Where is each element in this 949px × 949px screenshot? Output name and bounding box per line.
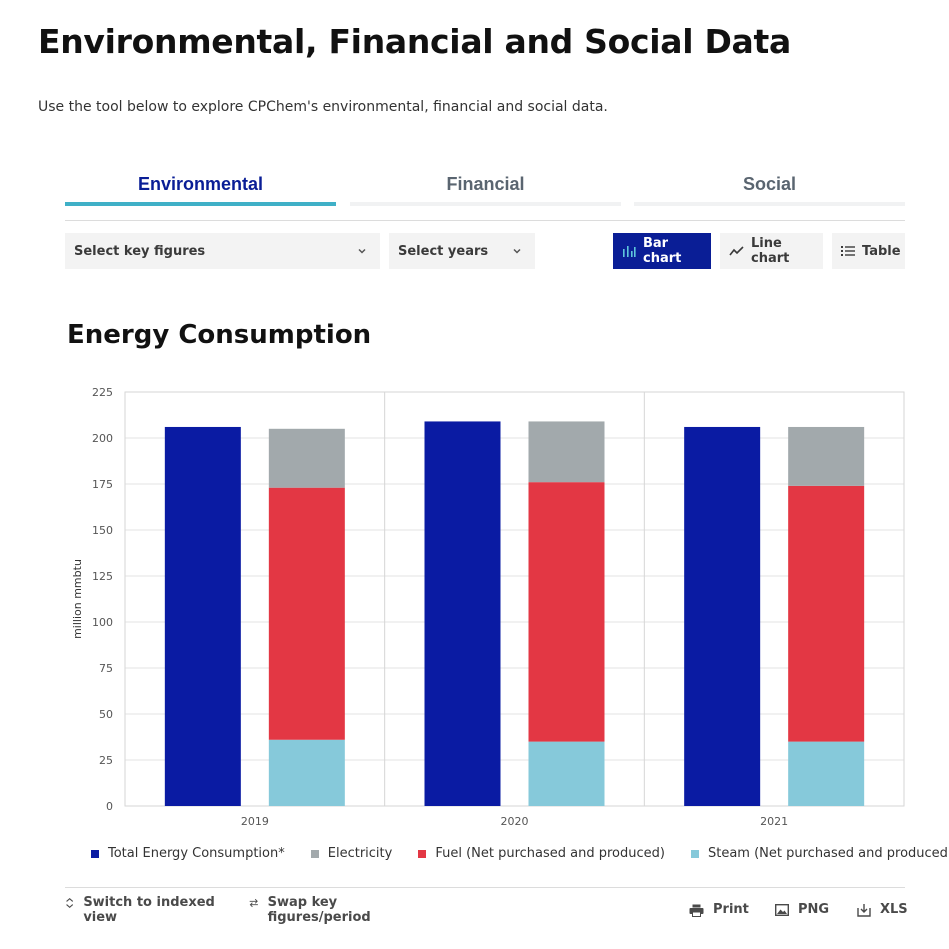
key-figures-select[interactable]: Select key figures [65,233,380,269]
page-title: Environmental, Financial and Social Data [38,22,791,61]
bar-electricity [788,426,865,486]
legend-swatch [418,849,427,858]
x-tick-label: 2019 [241,815,269,828]
tab-financial[interactable]: Financial [350,162,621,206]
png-label: PNG [798,902,830,917]
y-tick-label: 150 [92,524,113,537]
line-chart-button[interactable]: Line chart [720,233,823,269]
chevron-down-icon [358,248,366,254]
legend-label: Total Energy Consumption* [108,846,285,861]
legend-item-total[interactable]: Total Energy Consumption* [91,846,285,861]
bar-steam-net-purchased-and-produced [788,741,865,806]
y-tick-label: 25 [99,754,113,767]
x-tick-label: 2021 [760,815,788,828]
bar-total-energy-consumption [424,421,501,806]
legend-swatch [310,849,319,858]
chart-legend: Total Energy Consumption* Electricity Fu… [91,846,949,861]
x-tick-label: 2020 [501,815,529,828]
legend-swatch [91,849,99,858]
png-download-button[interactable]: PNG [775,902,829,917]
xls-label: XLS [880,902,908,917]
bar-chart-label: Bar chart [643,236,682,266]
legend-item-fuel[interactable]: Fuel (Net purchased and produced) [418,846,665,861]
legend-swatch [690,849,699,858]
years-select-label: Select years [398,243,489,259]
bar-fuel-net-purchased-and-produced [268,487,345,740]
bar-fuel-net-purchased-and-produced [528,482,605,742]
xls-download-button[interactable]: XLS [857,902,908,917]
y-tick-label: 175 [92,478,113,491]
tabs-divider [65,220,905,221]
legend-item-steam[interactable]: Steam (Net purchased and produced) [690,846,949,861]
table-label: Table [862,243,901,259]
image-icon [775,904,789,916]
swap-key-figures-button[interactable]: Swap key figures/period [249,895,389,925]
bar-electricity [268,428,345,488]
category-tabs: Environmental Financial Social [65,162,905,206]
download-icon [857,904,871,917]
plot-frame [124,391,905,807]
table-button[interactable]: Table [832,233,905,269]
printer-icon [689,904,704,917]
chart-title: Energy Consumption [67,320,372,350]
bar-electricity [528,421,605,483]
bar-total-energy-consumption [164,426,241,806]
line-chart-icon [729,246,744,256]
key-figures-select-label: Select key figures [74,243,206,259]
print-button[interactable]: Print [689,902,749,917]
swap-key-figures-label: Swap key figures/period [267,895,371,925]
y-tick-label: 200 [92,432,113,445]
chevron-down-icon [513,248,521,254]
swap-arrows-icon [249,898,258,908]
tab-social[interactable]: Social [634,162,905,206]
bar-fuel-net-purchased-and-produced [788,485,865,742]
y-tick-label: 225 [92,386,113,399]
y-tick-label: 125 [92,570,113,583]
line-chart-label: Line chart [751,236,790,266]
y-tick-label: 0 [106,800,113,813]
page-intro: Use the tool below to explore CPChem's e… [38,99,608,115]
footer-divider [65,887,905,888]
bar-steam-net-purchased-and-produced [528,741,605,806]
print-label: Print [713,902,749,917]
bar-total-energy-consumption [684,426,761,806]
legend-label: Steam (Net purchased and produced) [707,846,949,861]
y-tick-label: 75 [99,662,113,675]
bar-chart-button[interactable]: Bar chart [613,233,711,269]
legend-label: Electricity [327,846,393,861]
legend-label: Fuel (Net purchased and produced) [435,846,665,861]
legend-item-electricity[interactable]: Electricity [310,846,393,861]
y-axis-label: million mmbtu [71,559,84,639]
y-tick-label: 100 [92,616,113,629]
y-tick-label: 50 [99,708,113,721]
switch-indexed-view-label: Switch to indexed view [83,895,215,925]
bar-steam-net-purchased-and-produced [268,739,345,806]
years-select[interactable]: Select years [389,233,535,269]
sort-arrows-icon [66,898,74,908]
energy-consumption-chart: 0 25 50 75 100 125 150 175 200 225 2019 2020 2021 mil… [71,386,905,828]
bar-chart-icon [623,246,636,257]
tab-environmental[interactable]: Environmental [65,162,336,206]
switch-indexed-view-button[interactable]: Switch to indexed view [65,895,215,925]
list-icon [841,246,855,256]
